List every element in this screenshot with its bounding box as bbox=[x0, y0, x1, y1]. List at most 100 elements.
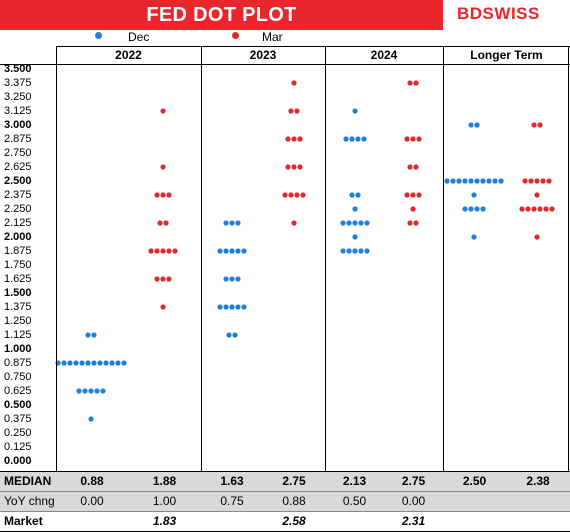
dot-dec bbox=[346, 248, 352, 254]
dot-dec bbox=[223, 304, 229, 310]
dot-dec bbox=[364, 248, 370, 254]
yoy-2023-mar: 0.88 bbox=[282, 494, 306, 508]
y-tick-label: 1.000 bbox=[4, 343, 32, 355]
dot-dec bbox=[349, 136, 355, 142]
dot-dec bbox=[480, 206, 486, 212]
dot-dec bbox=[364, 220, 370, 226]
dot-mar bbox=[154, 248, 160, 254]
dot-mar bbox=[531, 206, 537, 212]
dot-dec bbox=[223, 248, 229, 254]
dot-mar bbox=[407, 220, 413, 226]
legend-label-mar: Mar bbox=[262, 30, 283, 44]
dot-dec bbox=[352, 108, 358, 114]
dot-mar bbox=[300, 192, 306, 198]
dot-dec bbox=[88, 388, 94, 394]
dot-dec bbox=[91, 332, 97, 338]
dot-dec bbox=[94, 388, 100, 394]
dot-mar bbox=[163, 220, 169, 226]
dot-dec bbox=[235, 248, 241, 254]
dot-dec bbox=[352, 206, 358, 212]
dot-mar bbox=[160, 164, 166, 170]
dot-dec bbox=[241, 304, 247, 310]
dot-mar bbox=[154, 192, 160, 198]
dot-mar bbox=[160, 248, 166, 254]
column-header-2023: 2023 bbox=[249, 48, 277, 62]
dot-mar bbox=[519, 206, 525, 212]
dot-dec bbox=[468, 206, 474, 212]
y-tick-label: 1.125 bbox=[4, 329, 32, 341]
median-2023-dec: 1.63 bbox=[220, 474, 244, 488]
y-tick-label: 3.000 bbox=[4, 119, 32, 131]
dot-dec bbox=[352, 248, 358, 254]
yoy-label: YoY chng bbox=[4, 494, 55, 508]
dot-mar bbox=[540, 178, 546, 184]
divider-2022-2023 bbox=[201, 46, 202, 532]
dot-mar bbox=[297, 136, 303, 142]
y-tick-label: 0.500 bbox=[4, 399, 32, 411]
dot-mar bbox=[282, 192, 288, 198]
dot-dec bbox=[235, 220, 241, 226]
y-tick-label: 1.500 bbox=[4, 287, 32, 299]
y-tick-label: 2.250 bbox=[4, 203, 32, 215]
dot-dec bbox=[340, 220, 346, 226]
dot-mar bbox=[297, 164, 303, 170]
dot-dec bbox=[486, 178, 492, 184]
y-tick-label: 0.000 bbox=[4, 455, 32, 467]
y-tick-label: 1.875 bbox=[4, 245, 32, 257]
dot-dec bbox=[88, 416, 94, 422]
y-tick-label: 1.750 bbox=[4, 259, 32, 271]
yoy-2024-dec: 0.50 bbox=[342, 494, 367, 508]
dot-mar bbox=[288, 192, 294, 198]
dot-mar bbox=[160, 304, 166, 310]
dot-mar bbox=[537, 122, 543, 128]
market-label: Market bbox=[4, 514, 43, 528]
dot-mar bbox=[525, 206, 531, 212]
dot-mar bbox=[160, 108, 166, 114]
y-tick-label: 0.625 bbox=[4, 385, 32, 397]
market-2023: 2.58 bbox=[282, 514, 306, 528]
dot-dec bbox=[67, 360, 73, 366]
right-border bbox=[568, 46, 569, 532]
dot-dec bbox=[91, 360, 97, 366]
dot-dec bbox=[355, 192, 361, 198]
y-tick-label: 1.375 bbox=[4, 301, 32, 313]
dot-dec bbox=[115, 360, 121, 366]
median-label: MEDIAN bbox=[4, 474, 52, 488]
dot-dec bbox=[444, 178, 450, 184]
dot-mar bbox=[522, 178, 528, 184]
bdswiss-logo: BDSWISS bbox=[457, 4, 540, 23]
dot-dec bbox=[340, 248, 346, 254]
column-header-longer-term: Longer Term bbox=[470, 48, 543, 62]
yoy-2022-mar: 1.00 bbox=[152, 494, 177, 508]
dot-mar bbox=[404, 192, 410, 198]
dot-mar bbox=[549, 206, 555, 212]
dot-dec bbox=[79, 360, 85, 366]
dot-mar bbox=[166, 248, 172, 254]
median-2022-mar: 1.88 bbox=[152, 474, 177, 488]
dot-dec bbox=[471, 234, 477, 240]
dot-dec bbox=[358, 220, 364, 226]
dot-dec bbox=[226, 332, 232, 338]
dot-mar bbox=[288, 108, 294, 114]
y-tick-label: 2.000 bbox=[4, 231, 32, 243]
yoy-top-line bbox=[0, 491, 570, 492]
dot-dec bbox=[217, 248, 223, 254]
median-2024-mar: 2.75 bbox=[401, 474, 426, 488]
market-row: Market 1.83 2.58 2.31 bbox=[0, 511, 570, 531]
dot-dec bbox=[229, 304, 235, 310]
dot-mar bbox=[543, 206, 549, 212]
y-tick-label: 2.500 bbox=[4, 175, 32, 187]
dot-mar bbox=[534, 178, 540, 184]
y-tick-label: 3.125 bbox=[4, 105, 32, 117]
y-tick-label: 2.125 bbox=[4, 217, 32, 229]
y-tick-label: 2.750 bbox=[4, 147, 32, 159]
dot-dec bbox=[474, 122, 480, 128]
y-tick-label: 0.125 bbox=[4, 441, 32, 453]
dot-dec bbox=[97, 360, 103, 366]
dot-dec bbox=[232, 332, 238, 338]
dot-mar bbox=[404, 136, 410, 142]
dot-mar bbox=[172, 248, 178, 254]
dot-dec bbox=[109, 360, 115, 366]
median-2023-mar: 2.75 bbox=[282, 474, 306, 488]
